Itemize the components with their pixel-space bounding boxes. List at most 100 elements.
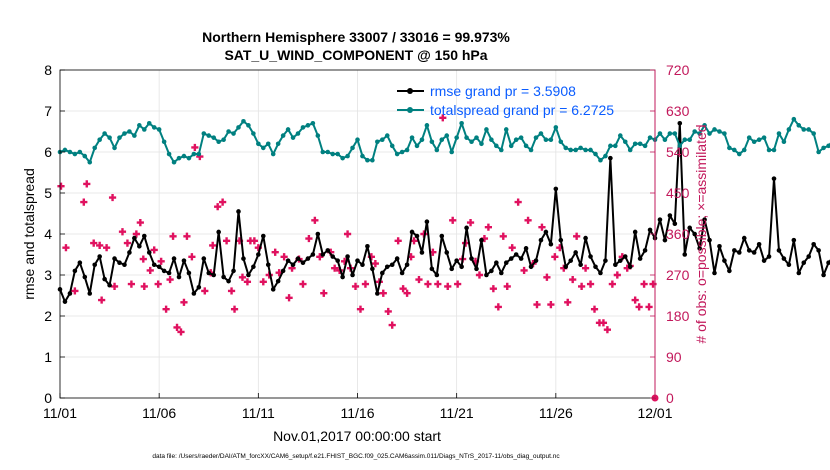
totalspread-point — [300, 125, 306, 130]
obs-marker — [415, 275, 423, 284]
rmse-point — [325, 248, 331, 253]
obs-marker — [595, 319, 604, 327]
rmse-point — [622, 254, 628, 259]
obs-marker — [157, 257, 165, 265]
rmse-point — [280, 268, 286, 274]
totalspread-point — [523, 143, 529, 149]
rmse-point — [211, 272, 217, 278]
totalspread-point — [335, 151, 340, 157]
y-left-tick-label: 5 — [44, 185, 52, 201]
obs-marker — [471, 257, 480, 265]
rmse-point — [171, 256, 177, 261]
rmse-point — [424, 219, 430, 224]
rmse-point — [746, 248, 752, 253]
totalspread-point — [444, 133, 450, 138]
rmse-point — [399, 270, 405, 276]
obs-marker — [123, 239, 132, 247]
rmse-point — [72, 268, 78, 274]
y-left-tick-label: 6 — [44, 144, 52, 160]
rmse-point — [389, 262, 395, 268]
obs-marker — [399, 285, 407, 293]
rmse-point — [290, 262, 296, 268]
obs-marker — [454, 280, 462, 288]
obs-marker — [188, 253, 196, 261]
rmse-point — [608, 155, 613, 161]
rmse-point — [360, 262, 365, 268]
totalspread-point — [687, 137, 693, 142]
obs-marker — [361, 280, 370, 288]
totalspread-point — [459, 121, 464, 126]
rmse-point — [201, 256, 207, 261]
rmse-point — [166, 270, 172, 276]
totalspread-point — [211, 135, 217, 140]
rmse-point — [548, 241, 554, 247]
totalspread-point — [588, 147, 593, 153]
totalspread-point — [816, 149, 821, 155]
totalspread-point — [429, 139, 435, 145]
chart-title-line1: Northern Hemisphere 33007 / 33016 = 99.9… — [202, 29, 510, 45]
obs-marker — [103, 244, 111, 252]
obs-marker — [351, 282, 360, 290]
obs-marker — [327, 248, 335, 256]
obs-marker — [162, 305, 170, 313]
y-left-tick-label: 3 — [44, 267, 52, 283]
totalspread-point — [62, 147, 68, 153]
totalspread-point — [791, 116, 797, 122]
totalspread-point — [107, 135, 112, 140]
obs-marker — [140, 282, 148, 290]
legend-spread-label: totalspread grand pr = 6.2725 — [430, 102, 614, 118]
rmse-point — [434, 272, 440, 278]
rmse-point — [672, 221, 678, 227]
y-axis-right-label: # of obs: o=possible; ×=assimilated — [693, 124, 709, 343]
rmse-point — [732, 248, 737, 253]
totalspread-point — [464, 135, 469, 140]
rmse-point — [474, 266, 479, 272]
rmse-point — [137, 244, 142, 249]
totalspread-point — [370, 157, 375, 163]
totalspread-point — [712, 127, 717, 132]
totalspread-point — [583, 147, 588, 153]
totalspread-point — [469, 139, 474, 145]
rmse-point — [409, 229, 415, 235]
totalspread-point — [484, 127, 489, 132]
y-left-tick-label: 4 — [44, 226, 52, 242]
rmse-point — [310, 252, 316, 257]
y-right-tick-label: 450 — [666, 185, 690, 201]
rmse-point — [132, 235, 137, 241]
obs-marker — [480, 234, 489, 243]
totalspread-point — [657, 131, 663, 136]
rmse-point — [736, 250, 742, 255]
rmse-point — [107, 282, 112, 288]
totalspread-point — [77, 149, 83, 155]
totalspread-point — [350, 145, 355, 151]
totalspread-point — [360, 153, 365, 159]
legend-spread-marker — [407, 107, 413, 113]
rmse-point — [300, 260, 306, 266]
rmse-point — [330, 254, 336, 259]
y-left-tick-label: 1 — [44, 349, 52, 365]
rmse-point — [315, 231, 321, 237]
totalspread-point — [613, 143, 618, 149]
rmse-point — [350, 272, 355, 278]
totalspread-point — [568, 147, 574, 153]
x-tick-label: 11/01 — [43, 405, 77, 421]
totalspread-point — [231, 131, 236, 136]
obs-layer — [57, 114, 659, 402]
totalspread-point — [608, 143, 613, 149]
totalspread-point — [494, 143, 499, 149]
obs-marker — [449, 216, 457, 224]
obs-marker — [388, 321, 396, 329]
totalspread-point — [216, 139, 221, 145]
totalspread-point — [186, 155, 192, 161]
totalspread-point — [72, 151, 78, 157]
totalspread-point — [141, 127, 147, 132]
rmse-point — [806, 254, 812, 259]
obs-marker — [538, 223, 546, 231]
y-left-tick-label: 0 — [44, 390, 52, 406]
rmse-point — [588, 254, 593, 259]
rmse-point — [508, 256, 514, 261]
rmse-point — [727, 268, 732, 274]
legend-rmse-label: rmse grand pr = 3.5908 — [430, 83, 576, 99]
totalspread-point — [325, 149, 331, 155]
